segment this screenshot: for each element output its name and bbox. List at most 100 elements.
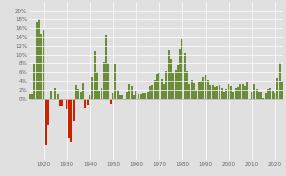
Bar — [128, 84, 130, 99]
Bar — [179, 49, 181, 99]
Bar — [94, 51, 96, 99]
Bar — [276, 78, 278, 99]
Bar — [260, 92, 262, 99]
Bar — [147, 92, 149, 99]
Bar — [29, 94, 31, 99]
Bar — [119, 95, 121, 99]
Bar — [163, 84, 165, 99]
Bar — [151, 85, 153, 99]
Bar — [112, 93, 114, 99]
Bar — [230, 86, 232, 99]
Bar — [207, 80, 209, 99]
Bar — [177, 65, 179, 99]
Bar — [126, 92, 128, 99]
Bar — [212, 85, 214, 99]
Bar — [221, 89, 223, 99]
Bar — [174, 70, 176, 99]
Bar — [31, 94, 33, 99]
Bar — [172, 74, 174, 99]
Bar — [33, 64, 35, 99]
Bar — [82, 83, 84, 99]
Bar — [256, 89, 257, 99]
Bar — [225, 89, 227, 99]
Bar — [66, 99, 68, 109]
Bar — [209, 85, 211, 99]
Bar — [117, 90, 119, 99]
Bar — [73, 99, 75, 121]
Bar — [272, 91, 274, 99]
Bar — [68, 99, 70, 138]
Bar — [265, 93, 267, 99]
Bar — [200, 81, 202, 99]
Bar — [38, 19, 40, 99]
Bar — [110, 99, 112, 104]
Bar — [244, 86, 246, 99]
Bar — [57, 94, 59, 99]
Bar — [105, 35, 107, 99]
Bar — [186, 71, 188, 99]
Bar — [43, 30, 45, 99]
Bar — [198, 82, 200, 99]
Bar — [91, 77, 93, 99]
Bar — [281, 81, 283, 99]
Bar — [78, 89, 79, 99]
Bar — [156, 74, 158, 99]
Bar — [131, 86, 132, 99]
Bar — [49, 91, 51, 99]
Bar — [108, 63, 110, 99]
Bar — [223, 92, 225, 99]
Bar — [214, 87, 216, 99]
Bar — [59, 99, 61, 106]
Bar — [103, 62, 105, 99]
Bar — [239, 84, 241, 99]
Bar — [61, 99, 63, 106]
Bar — [80, 92, 82, 99]
Bar — [279, 63, 281, 99]
Bar — [138, 94, 140, 99]
Bar — [45, 99, 47, 145]
Bar — [70, 99, 72, 142]
Bar — [219, 85, 221, 99]
Bar — [161, 79, 163, 99]
Bar — [202, 77, 204, 99]
Bar — [269, 88, 271, 99]
Bar — [191, 80, 193, 99]
Bar — [188, 84, 190, 99]
Bar — [258, 92, 260, 99]
Bar — [100, 89, 102, 99]
Bar — [96, 72, 98, 99]
Bar — [87, 99, 89, 105]
Bar — [205, 75, 206, 99]
Bar — [47, 99, 49, 125]
Bar — [121, 96, 123, 99]
Bar — [267, 89, 269, 99]
Bar — [228, 84, 230, 99]
Bar — [36, 22, 38, 99]
Bar — [242, 84, 244, 99]
Bar — [140, 94, 142, 99]
Bar — [142, 93, 144, 99]
Bar — [144, 93, 146, 99]
Bar — [184, 53, 186, 99]
Bar — [233, 92, 234, 99]
Bar — [263, 98, 265, 99]
Bar — [135, 91, 137, 99]
Bar — [246, 82, 248, 99]
Bar — [237, 87, 239, 99]
Bar — [158, 74, 160, 99]
Bar — [168, 50, 170, 99]
Bar — [84, 99, 86, 108]
Bar — [54, 89, 56, 99]
Bar — [114, 64, 116, 99]
Bar — [149, 86, 151, 99]
Bar — [170, 58, 172, 99]
Bar — [133, 96, 135, 99]
Bar — [235, 89, 237, 99]
Bar — [249, 99, 251, 100]
Bar — [165, 71, 167, 99]
Bar — [40, 34, 42, 99]
Bar — [182, 39, 183, 99]
Bar — [124, 99, 126, 100]
Bar — [274, 93, 276, 99]
Bar — [75, 85, 77, 99]
